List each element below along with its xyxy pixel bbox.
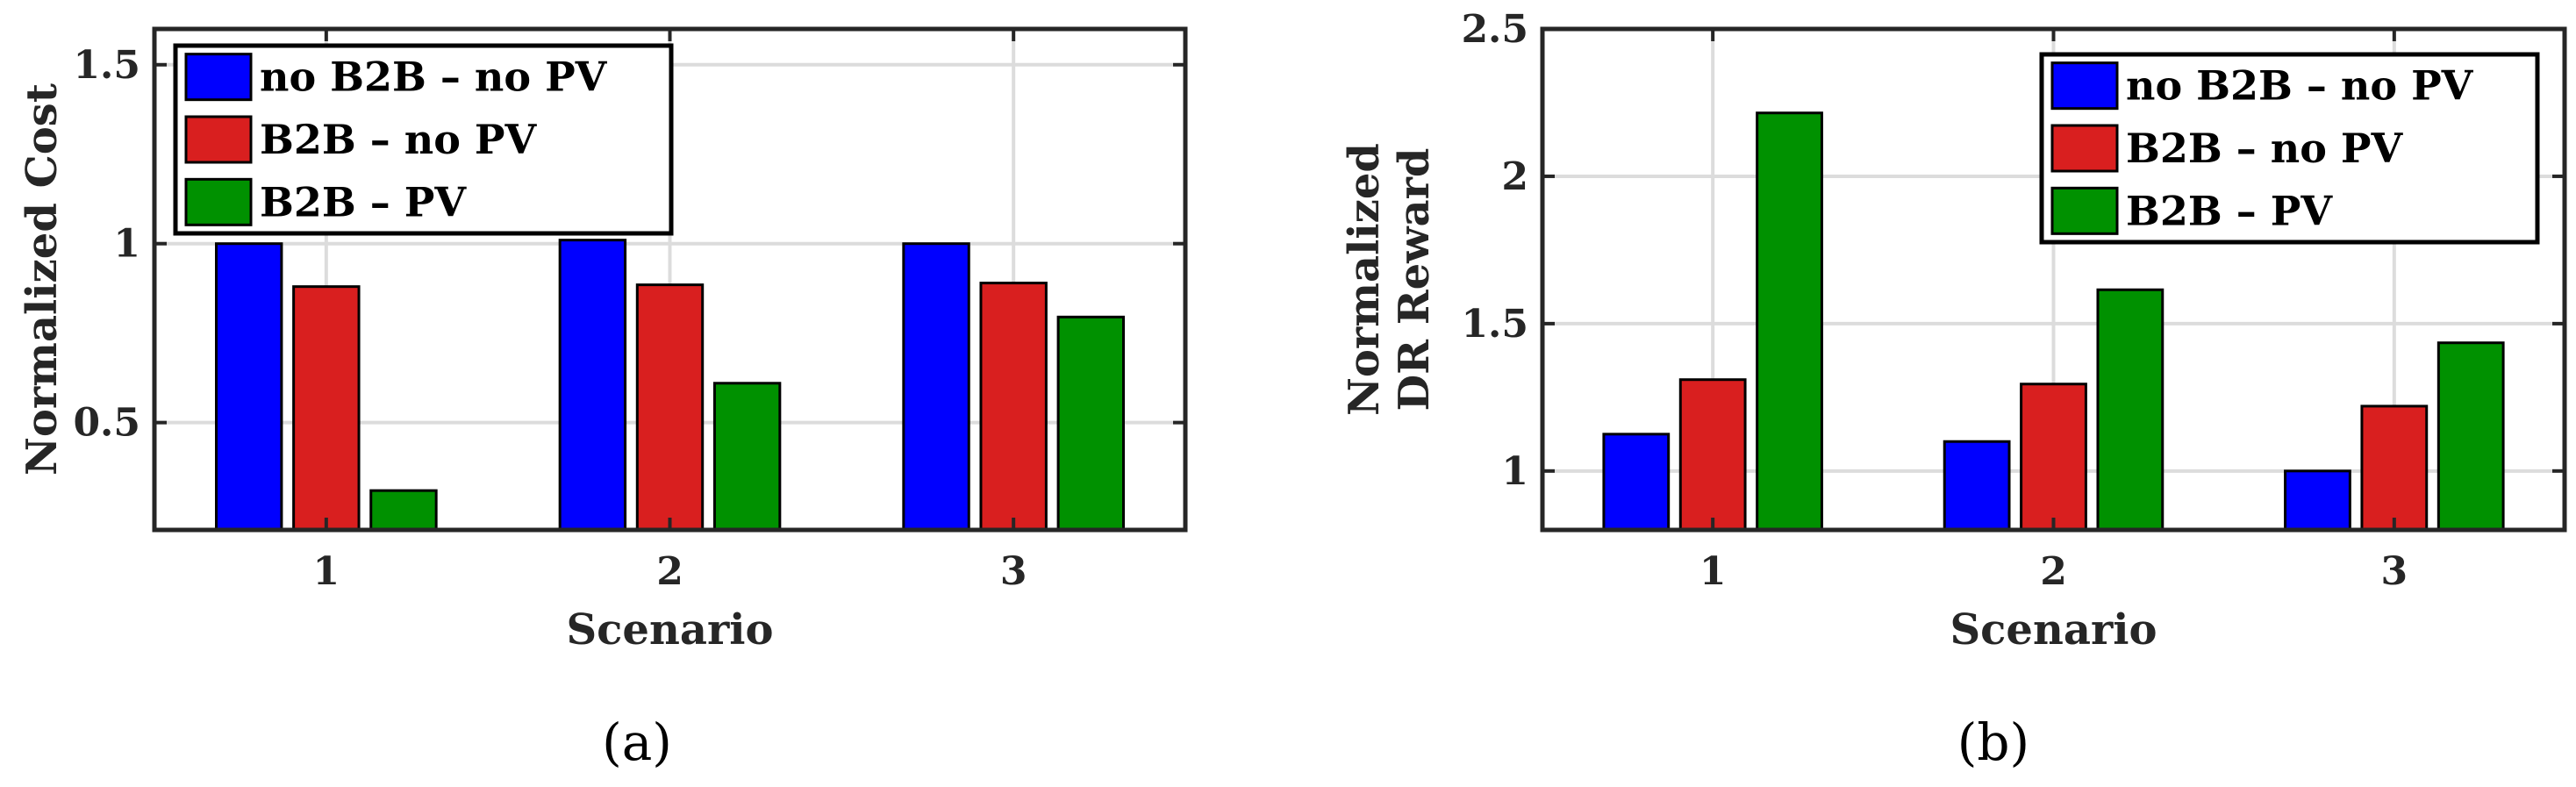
bar: [979, 282, 1048, 532]
legend-label: B2B – no PV: [2126, 125, 2404, 172]
legend-swatch: [2050, 61, 2119, 111]
legend-label: no B2B – no PV: [260, 54, 608, 101]
bar: [215, 242, 283, 532]
bar: [1678, 378, 1747, 532]
bar: [902, 242, 970, 532]
bar: [1943, 440, 2011, 532]
y-tick-label: 1: [1501, 449, 1528, 494]
bar: [369, 489, 438, 532]
x-tick-label: 1: [1699, 549, 1727, 594]
y-axis-title: DR Reward: [1390, 148, 1439, 411]
bar: [635, 283, 705, 532]
bar: [292, 285, 361, 532]
chart-panel-a: 0.5 1 1.5 1 2 3 Scenario Normalized Cost no B2B …: [18, 26, 1188, 772]
x-tick-label: 1: [313, 549, 340, 594]
x-axis-title: Scenario: [1950, 605, 2157, 655]
x-tick-label: 2: [656, 549, 683, 594]
legend-swatch: [2050, 186, 2119, 235]
bar: [2436, 341, 2505, 532]
x-tick-label: 3: [1000, 549, 1027, 594]
bar: [1756, 111, 1823, 532]
legend-swatch: [184, 115, 253, 164]
bar: [558, 239, 627, 532]
panel-caption: (b): [1957, 712, 2029, 772]
legend-label: B2B – PV: [260, 178, 467, 225]
legend-label: B2B – PV: [2126, 187, 2333, 234]
x-tick-label: 2: [2040, 549, 2067, 594]
bar: [712, 382, 782, 532]
bar: [2020, 383, 2087, 532]
y-tick-label: 1.5: [73, 43, 140, 88]
x-tick-label: 3: [2381, 549, 2408, 594]
legend-swatch: [2050, 124, 2119, 173]
legend-label: no B2B – no PV: [2126, 62, 2474, 110]
y-axis-title: Normalized: [1340, 143, 1389, 416]
panel-caption: (a): [602, 712, 672, 772]
bar: [1602, 433, 1671, 532]
bar: [2096, 288, 2165, 532]
y-tick-label: 0.5: [73, 401, 140, 446]
y-tick-label: 2.5: [1461, 7, 1528, 52]
y-tick-label: 2: [1501, 154, 1528, 199]
legend-swatch: [184, 53, 253, 102]
x-axis-title: Scenario: [567, 605, 774, 655]
legend-box: [173, 43, 674, 236]
bar: [1056, 315, 1126, 532]
legend-label: B2B – no PV: [260, 116, 538, 163]
bar: [2360, 404, 2429, 532]
y-tick-label: 1.5: [1461, 302, 1528, 347]
y-tick-label: 1: [113, 222, 140, 267]
y-axis-title: Normalized Cost: [18, 83, 67, 476]
legend-box: [2039, 52, 2540, 245]
chart-panel-b: 1 1.5 2 2.5 1 2 3 Scenario Normalized DR Reward no…: [1340, 7, 2567, 772]
legend-swatch: [184, 177, 253, 226]
bar: [2284, 469, 2351, 532]
